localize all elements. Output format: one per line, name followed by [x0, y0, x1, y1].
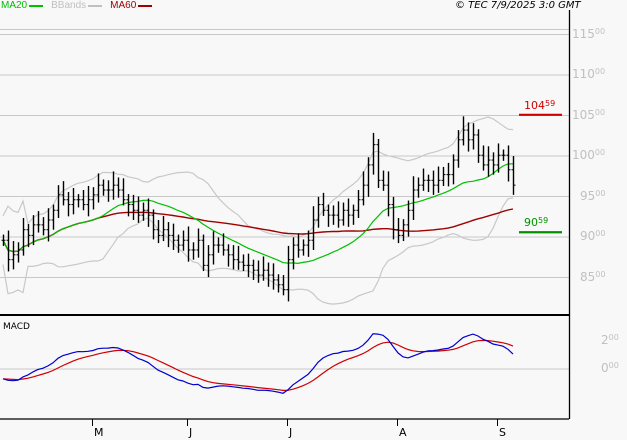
x-tick-label: J	[289, 426, 293, 439]
label-decimals: 00	[595, 188, 606, 198]
price-tick-label: 10500	[572, 107, 606, 122]
ma60-line	[2, 208, 514, 253]
legend: MA20 BBands MA60	[1, 0, 153, 12]
label-integer: 0	[601, 361, 609, 375]
macd-tick-label: 200	[601, 333, 619, 347]
label-integer: 90	[524, 216, 538, 230]
label-decimals: 00	[594, 26, 606, 36]
bband-lower-line	[2, 197, 514, 305]
bband-upper-line	[2, 116, 514, 239]
price-tick-label: 9500	[580, 188, 606, 203]
label-integer: 2	[601, 333, 609, 347]
label-integer: 115	[572, 26, 595, 41]
x-tick-label: M	[94, 426, 104, 439]
x-tick-label: A	[399, 426, 407, 439]
label-decimals: 59	[538, 216, 549, 226]
label-decimals: 00	[595, 229, 606, 238]
label-decimals: 00	[594, 67, 606, 76]
label-decimals: 00	[608, 361, 619, 370]
label-integer: 100	[572, 148, 595, 162]
label-decimals: 00	[594, 107, 606, 117]
label-decimals: 00	[608, 333, 619, 342]
label-integer: 104	[524, 98, 545, 112]
legend-bbands: BBands	[51, 0, 103, 12]
macd-tick-label: 000	[601, 361, 619, 375]
label-integer: 110	[572, 67, 595, 81]
price-tick-label: 8500	[580, 269, 606, 284]
copyright: © TEC 7/9/2025 3:0 GMT	[455, 0, 581, 11]
label-integer: 95	[580, 188, 596, 203]
price-tick-label: 11000	[572, 67, 606, 81]
level-label: 9059	[524, 217, 548, 229]
legend-swatch	[88, 5, 103, 7]
legend-swatch	[29, 5, 44, 7]
label-integer: 85	[580, 269, 596, 284]
legend-label: BBands	[51, 0, 87, 11]
label-decimals: 00	[595, 269, 606, 279]
macd-signal-line	[2, 339, 514, 392]
label-decimals: 59	[545, 98, 556, 108]
legend-ma60: MA60	[110, 0, 153, 12]
ma20-line	[2, 163, 514, 265]
legend-label: MA60	[110, 0, 137, 11]
label-integer: 105	[572, 107, 595, 122]
label-decimals: 00	[594, 148, 606, 157]
price-tick-label: 11500	[572, 26, 606, 41]
macd-panel-title: MACD	[3, 322, 30, 332]
price-tick-label: 9000	[580, 229, 606, 243]
legend-ma20: MA20	[1, 0, 44, 12]
label-integer: 90	[580, 229, 596, 243]
x-tick-label: S	[499, 426, 506, 439]
x-tick-label: J	[189, 426, 193, 439]
price-tick-label: 10000	[572, 148, 606, 162]
legend-swatch	[138, 5, 153, 7]
macd-line	[2, 333, 514, 394]
legend-label: MA20	[1, 0, 28, 11]
level-label: 10459	[524, 98, 556, 112]
